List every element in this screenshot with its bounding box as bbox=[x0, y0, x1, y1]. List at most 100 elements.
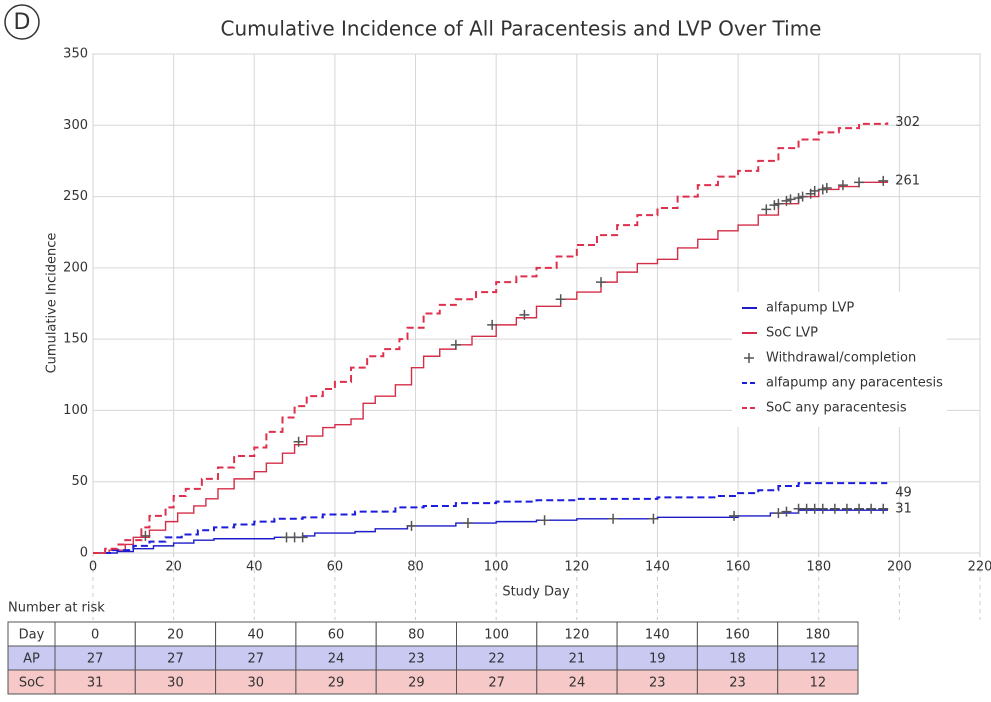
table-cell bbox=[777, 669, 859, 695]
table-text: 60 bbox=[328, 628, 345, 643]
censor-mark bbox=[773, 198, 784, 209]
censor-mark bbox=[406, 520, 417, 531]
censor-mark bbox=[729, 510, 740, 521]
table-text: 31 bbox=[87, 676, 104, 691]
table-text: 12 bbox=[810, 676, 827, 691]
censor-mark bbox=[809, 185, 820, 196]
table-text: 100 bbox=[484, 628, 509, 643]
y-tick-label: 50 bbox=[71, 474, 88, 489]
censor-mark bbox=[648, 513, 659, 524]
table-cell bbox=[134, 669, 217, 695]
censor-mark bbox=[555, 294, 566, 305]
table-text: 21 bbox=[569, 652, 586, 667]
table-cell bbox=[215, 669, 297, 695]
censor-mark bbox=[854, 177, 865, 188]
legend-label: alfapump any paracentesis bbox=[766, 376, 943, 391]
x-tick-label: 220 bbox=[968, 560, 991, 575]
table-cell bbox=[7, 645, 56, 671]
table-text: 29 bbox=[408, 676, 425, 691]
risk-table-title: Number at risk bbox=[8, 601, 105, 616]
end-label: 261 bbox=[895, 173, 920, 188]
censor-mark bbox=[821, 183, 832, 194]
censor-mark bbox=[829, 503, 840, 514]
x-tick-label: 40 bbox=[246, 560, 263, 575]
table-text: 23 bbox=[408, 652, 425, 667]
censor-mark bbox=[878, 503, 889, 514]
legend-label: Withdrawal/completion bbox=[766, 351, 916, 366]
panel-label: D bbox=[14, 10, 31, 35]
table-cell bbox=[215, 645, 297, 671]
censor-mark bbox=[297, 532, 308, 543]
censor-mark bbox=[866, 503, 877, 514]
censor-mark bbox=[785, 194, 796, 205]
censor-mark bbox=[462, 518, 473, 529]
table-text: 140 bbox=[645, 628, 670, 643]
end-label: 49 bbox=[895, 486, 912, 501]
table-text: 27 bbox=[488, 676, 505, 691]
x-tick-label: 200 bbox=[887, 560, 912, 575]
censor-mark bbox=[854, 503, 865, 514]
censor-mark bbox=[293, 436, 304, 447]
table-cell bbox=[777, 645, 859, 671]
censor-mark bbox=[878, 175, 889, 186]
step-line bbox=[93, 508, 888, 554]
table-cell bbox=[134, 621, 217, 647]
table-cell bbox=[375, 669, 458, 695]
x-tick-label: 20 bbox=[165, 560, 182, 575]
table-text: AP bbox=[23, 652, 40, 667]
table-text: 120 bbox=[565, 628, 590, 643]
panel-circle bbox=[4, 4, 40, 40]
censor-mark bbox=[487, 319, 498, 330]
table-text: 30 bbox=[247, 676, 264, 691]
legend-box bbox=[732, 292, 947, 427]
table-cell bbox=[536, 645, 618, 671]
table-text: 24 bbox=[569, 676, 586, 691]
table-text: 27 bbox=[167, 652, 184, 667]
table-cell bbox=[54, 669, 136, 695]
x-axis-title: Study Day bbox=[502, 585, 570, 600]
table-text: 30 bbox=[167, 676, 184, 691]
censor-mark bbox=[781, 506, 792, 517]
table-cell bbox=[616, 669, 698, 695]
x-tick-label: 160 bbox=[726, 560, 751, 575]
legend-label: alfapump LVP bbox=[766, 301, 854, 316]
table-cell bbox=[54, 621, 136, 647]
table-cell bbox=[696, 645, 779, 671]
table-cell bbox=[375, 621, 458, 647]
table-text: 80 bbox=[408, 628, 425, 643]
table-cell bbox=[696, 621, 779, 647]
table-text: 12 bbox=[810, 652, 827, 667]
table-text: SoC bbox=[19, 676, 44, 691]
censor-mark bbox=[797, 191, 808, 202]
x-tick-label: 100 bbox=[484, 560, 509, 575]
y-tick-label: 300 bbox=[63, 118, 88, 133]
table-cell bbox=[456, 669, 538, 695]
censor-mark bbox=[539, 515, 550, 526]
censor-mark bbox=[817, 503, 828, 514]
y-tick-label: 350 bbox=[63, 47, 88, 62]
censor-mark bbox=[519, 309, 530, 320]
table-cell bbox=[7, 621, 56, 647]
table-cell bbox=[696, 669, 779, 695]
y-tick-label: 250 bbox=[63, 189, 88, 204]
y-tick-label: 100 bbox=[63, 403, 88, 418]
table-cell bbox=[777, 621, 859, 647]
x-tick-label: 180 bbox=[806, 560, 831, 575]
y-tick-label: 150 bbox=[63, 332, 88, 347]
table-text: 0 bbox=[91, 628, 99, 643]
table-text: 23 bbox=[649, 676, 666, 691]
censor-mark bbox=[608, 513, 619, 524]
censor-mark bbox=[450, 339, 461, 350]
censor-mark bbox=[596, 277, 607, 288]
step-line bbox=[93, 180, 888, 554]
x-tick-label: 140 bbox=[645, 560, 670, 575]
legend-marker bbox=[744, 353, 754, 363]
table-text: 27 bbox=[247, 652, 264, 667]
table-text: 160 bbox=[725, 628, 750, 643]
table-text: 23 bbox=[729, 676, 746, 691]
chart-title: Cumulative Incidence of All Paracentesis… bbox=[221, 17, 822, 41]
censor-mark bbox=[841, 503, 852, 514]
x-tick-label: 120 bbox=[564, 560, 589, 575]
x-tick-label: 60 bbox=[327, 560, 344, 575]
table-text: 24 bbox=[328, 652, 345, 667]
